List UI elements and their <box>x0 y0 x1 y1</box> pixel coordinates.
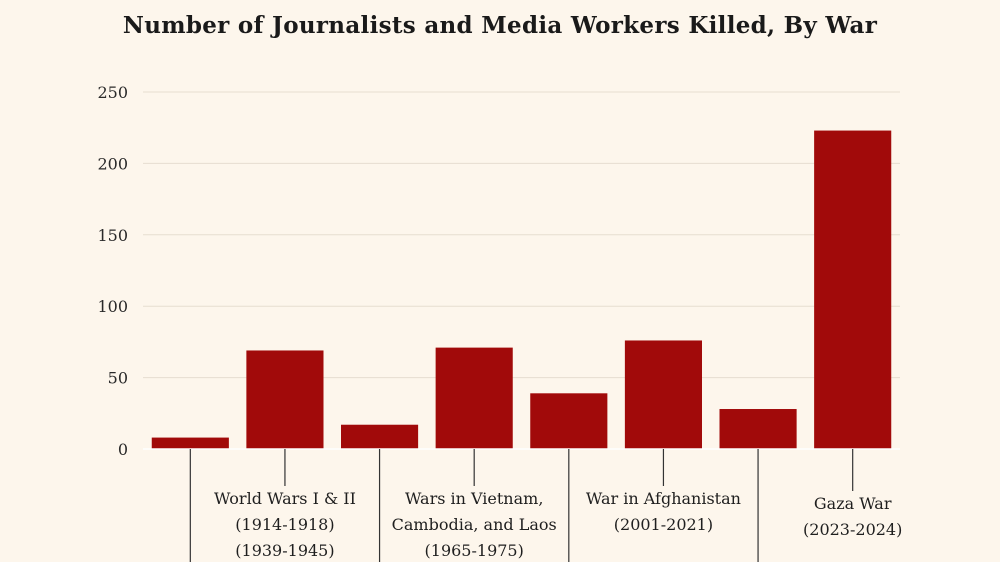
x-category-label: War in Afghanistan <box>586 489 741 508</box>
x-category-label: Gaza War <box>814 494 892 513</box>
x-category-label: (2023-2024) <box>803 520 902 539</box>
x-category-label: (1914-1918) <box>235 515 334 534</box>
x-category-label: World Wars I & II <box>214 489 356 508</box>
bar <box>435 347 513 449</box>
bar <box>530 393 608 449</box>
bar <box>341 424 419 449</box>
y-tick-label: 250 <box>97 83 128 102</box>
chart-title: Number of Journalists and Media Workers … <box>122 12 878 39</box>
bar <box>151 437 229 449</box>
y-tick-label: 100 <box>97 297 128 316</box>
bar <box>624 340 702 449</box>
bar <box>814 130 892 449</box>
y-tick-label: 200 <box>97 154 128 173</box>
x-category-label: Cambodia, and Laos <box>392 515 557 534</box>
x-category-label: (1965-1975) <box>425 541 524 560</box>
y-tick-label: 150 <box>97 226 128 245</box>
bar <box>719 409 797 449</box>
y-tick-label: 50 <box>108 369 128 388</box>
x-category-label: Wars in Vietnam, <box>405 489 543 508</box>
bar <box>246 350 324 449</box>
x-category-label: (2001-2021) <box>614 515 713 534</box>
y-tick-label: 0 <box>118 440 128 459</box>
x-category-label: (1939-1945) <box>235 541 334 560</box>
